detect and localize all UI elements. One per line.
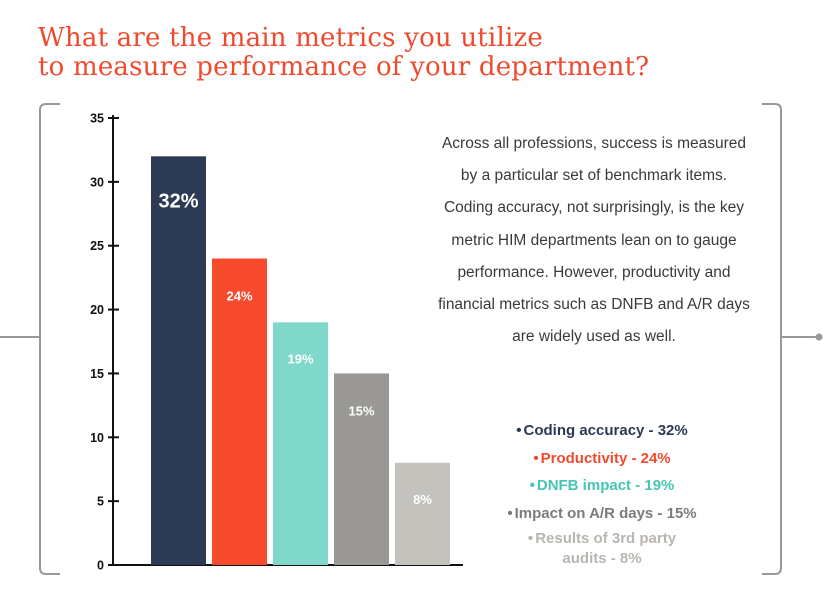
title-line-2: to measure performance of your departmen… bbox=[38, 52, 650, 82]
bullet-icon: • bbox=[533, 449, 539, 467]
y-tick-label: 35 bbox=[90, 112, 104, 126]
bar bbox=[151, 156, 206, 566]
legend-item: • Productivity - 24% bbox=[462, 445, 742, 473]
legend-item: • DNFB impact - 19% bbox=[462, 472, 742, 500]
legend-item: • Coding accuracy - 32% bbox=[462, 417, 742, 445]
legend: • Coding accuracy - 32% • Productivity - 24… bbox=[462, 417, 742, 569]
legend-label: Impact on A/R days - 15% bbox=[514, 504, 697, 522]
right-bracket bbox=[762, 103, 782, 575]
chart-title: What are the main metrics you utilize to… bbox=[38, 24, 818, 82]
y-tick-label: 15 bbox=[90, 367, 104, 381]
y-tick-label: 25 bbox=[90, 239, 104, 253]
bar bbox=[212, 258, 267, 565]
legend-item: • Impact on A/R days - 15% bbox=[462, 500, 742, 528]
bar bbox=[334, 373, 389, 565]
bullet-icon: • bbox=[527, 530, 534, 548]
bar-data-label: 8% bbox=[413, 492, 432, 507]
bullet-icon: • bbox=[529, 477, 535, 495]
right-connector-dot bbox=[815, 333, 823, 341]
title-line-1: What are the main metrics you utilize bbox=[38, 23, 543, 53]
bullet-icon: • bbox=[507, 504, 513, 522]
bar-data-label: 15% bbox=[348, 403, 374, 418]
legend-item: • Results of 3rd party audits - 8% bbox=[527, 529, 677, 569]
y-tick-label: 30 bbox=[90, 175, 104, 189]
description-text: Across all professions, success is measu… bbox=[438, 135, 750, 346]
bullet-icon: • bbox=[516, 422, 522, 439]
y-tick-label: 0 bbox=[97, 559, 104, 573]
left-bracket bbox=[39, 103, 60, 575]
y-tick-label: 20 bbox=[90, 303, 104, 317]
legend-label: DNFB impact - 19% bbox=[536, 477, 675, 495]
bar-data-label: 24% bbox=[226, 288, 252, 303]
legend-label: Results of 3rd party audits - 8% bbox=[535, 530, 677, 568]
y-tick-label: 5 bbox=[97, 495, 104, 509]
bar bbox=[273, 322, 328, 565]
legend-label: Coding accuracy - 32% bbox=[523, 422, 688, 439]
bar-data-label: 32% bbox=[158, 190, 198, 212]
bar bbox=[395, 462, 450, 565]
legend-label: Productivity - 24% bbox=[540, 449, 671, 467]
y-tick-label: 10 bbox=[90, 431, 104, 445]
bar-data-label: 19% bbox=[287, 351, 313, 366]
